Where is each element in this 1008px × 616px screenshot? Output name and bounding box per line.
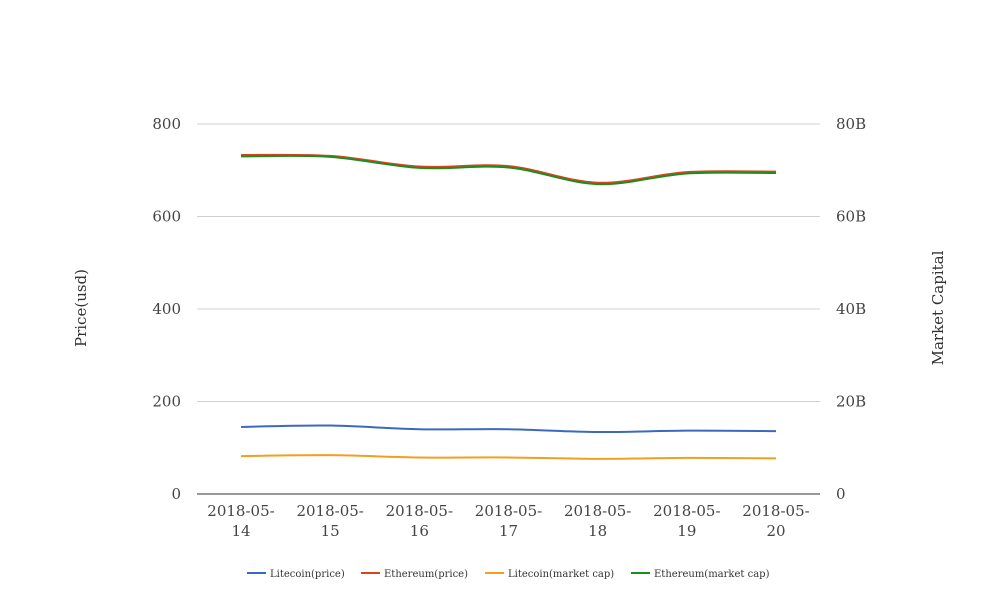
left-axis-title: Price(usd) bbox=[72, 269, 90, 347]
series-lines bbox=[240, 153, 777, 460]
right-tick-label: 80B bbox=[836, 115, 866, 133]
right-tick-label: 0 bbox=[836, 485, 846, 503]
legend-item: Litecoin(price) bbox=[247, 569, 345, 580]
left-tick-label: 0 bbox=[171, 485, 181, 503]
legend-label: Litecoin(market cap) bbox=[508, 569, 614, 580]
legend: Litecoin(price) Ethereum(price) Litecoin(m… bbox=[247, 569, 770, 580]
x-tick-label: 2018-05-17 bbox=[475, 502, 542, 540]
series-line-0 bbox=[240, 424, 777, 434]
x-tick-label: 2018-05-20 bbox=[742, 502, 809, 540]
x-tick-label: 2018-05-14 bbox=[207, 502, 274, 540]
right-tick-label: 40B bbox=[836, 300, 866, 318]
x-tick-label: 2018-05-15 bbox=[296, 502, 363, 540]
left-tick-label: 200 bbox=[152, 393, 181, 411]
x-tick-label: 2018-05-18 bbox=[564, 502, 631, 540]
left-tick-label: 800 bbox=[152, 115, 181, 133]
legend-item: Ethereum(price) bbox=[361, 569, 468, 580]
left-tick-label: 400 bbox=[152, 300, 181, 318]
legend-label: Ethereum(price) bbox=[384, 569, 468, 580]
legend-label: Ethereum(market cap) bbox=[654, 569, 770, 580]
right-tick-label: 20B bbox=[836, 393, 866, 411]
legend-item: Ethereum(market cap) bbox=[631, 569, 770, 580]
right-axis-title: Market Capital bbox=[929, 250, 947, 365]
left-tick-label: 600 bbox=[152, 208, 181, 226]
series-line-3 bbox=[240, 154, 777, 186]
x-axis-ticks: 2018-05-14 2018-05-15 2018-05-16 2018-05-17… bbox=[207, 502, 809, 540]
right-tick-label: 60B bbox=[836, 208, 866, 226]
x-tick-label: 2018-05-16 bbox=[386, 502, 453, 540]
legend-item: Litecoin(market cap) bbox=[485, 569, 614, 580]
x-tick-label: 2018-05-19 bbox=[653, 502, 720, 540]
gridlines bbox=[197, 123, 820, 495]
legend-label: Litecoin(price) bbox=[270, 569, 345, 580]
left-axis-ticks: 0 200 400 600 800 bbox=[152, 115, 181, 503]
series-line-1 bbox=[240, 153, 777, 184]
series-line-2 bbox=[240, 454, 777, 460]
right-axis-ticks: 0 20B 40B 60B 80B bbox=[836, 115, 866, 503]
